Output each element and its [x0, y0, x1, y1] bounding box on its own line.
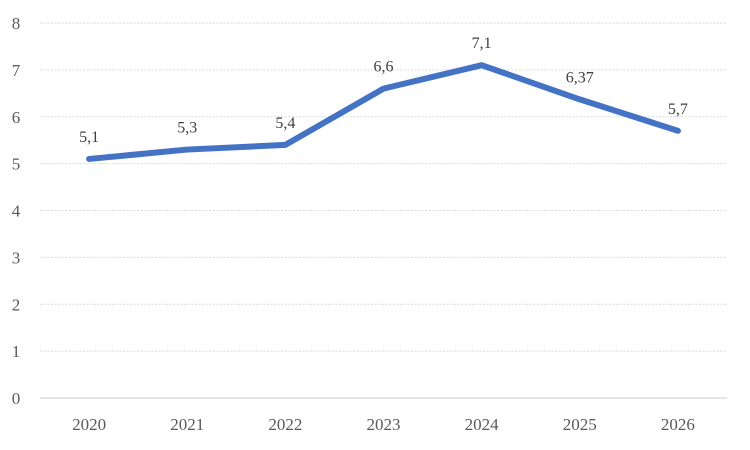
- data-label: 5,3: [177, 120, 197, 137]
- x-axis-tick-label: 2025: [563, 415, 597, 434]
- x-axis-tick-label: 2026: [661, 415, 695, 434]
- y-axis-tick-label: 1: [12, 342, 21, 361]
- data-label: 5,4: [275, 115, 295, 132]
- data-label: 5,7: [668, 101, 688, 118]
- data-label: 7,1: [472, 35, 492, 52]
- y-axis-tick-label: 7: [12, 61, 21, 80]
- data-label: 5,1: [79, 129, 99, 146]
- x-axis-tick-label: 2022: [268, 415, 302, 434]
- y-axis-tick-label: 8: [12, 14, 21, 33]
- y-axis-tick-label: 0: [12, 389, 21, 408]
- data-label: 6,37: [566, 69, 594, 86]
- x-axis-tick-label: 2023: [367, 415, 401, 434]
- x-axis-tick-label: 2024: [465, 415, 500, 434]
- series-line: [86, 62, 681, 162]
- y-axis-tick-label: 3: [12, 248, 21, 267]
- x-axis-tick-label: 2020: [72, 415, 106, 434]
- y-axis-tick-label: 6: [12, 108, 21, 127]
- y-axis-tick-label: 5: [12, 155, 21, 174]
- y-axis-tick-label: 2: [12, 295, 21, 314]
- data-label: 6,6: [374, 59, 394, 76]
- x-axis-tick-label: 2021: [170, 415, 204, 434]
- y-axis-tick-label: 4: [12, 202, 21, 221]
